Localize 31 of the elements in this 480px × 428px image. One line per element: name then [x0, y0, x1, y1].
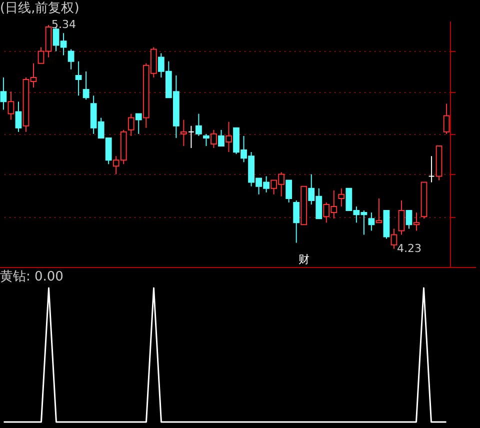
candlestick: [443, 103, 450, 134]
annotation: 5.34: [52, 18, 76, 32]
annotation: 财: [298, 253, 310, 266]
candlestick: [82, 70, 90, 100]
candlestick: [218, 129, 224, 147]
candlestick: [196, 113, 202, 136]
candlestick: [413, 212, 420, 232]
candlestick: [8, 91, 14, 120]
candlestick: [398, 200, 405, 236]
chart-title: 黄钻: 0.00: [0, 269, 64, 284]
chart-title: (日线,前复权): [0, 1, 80, 16]
candlestick: [376, 198, 382, 224]
candlestick: [368, 212, 375, 232]
candlestick: [293, 200, 300, 244]
candlestick: [15, 101, 22, 132]
candlestick: [390, 228, 398, 250]
candlestick: [75, 60, 82, 96]
candlestick: [128, 113, 134, 136]
candlestick: [188, 125, 194, 149]
candlestick: [203, 133, 210, 147]
candlestick: [68, 48, 74, 70]
candlestick: [338, 188, 345, 208]
candlestick: [135, 113, 142, 134]
annotation: 4.23: [396, 242, 422, 255]
candlestick: [406, 210, 412, 230]
candlestick: [286, 180, 292, 203]
candlestick: [180, 119, 187, 147]
candlestick: [428, 156, 435, 183]
candlestick: [210, 129, 217, 149]
candlestick: [0, 76, 7, 110]
candlestick: [226, 121, 232, 153]
